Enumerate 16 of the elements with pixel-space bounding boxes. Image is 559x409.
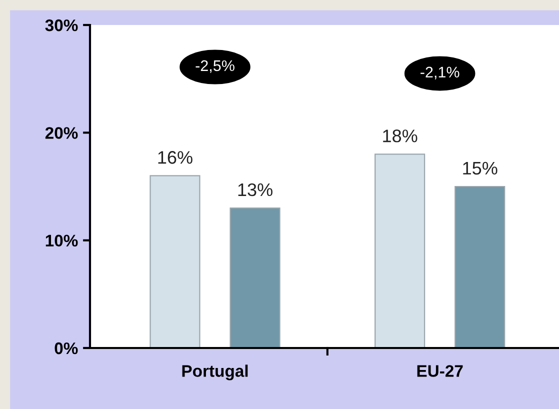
bar (454, 186, 506, 348)
y-tick-label: 10% (46, 234, 78, 247)
data-label: 15% (463, 162, 498, 175)
data-label: 16% (158, 151, 192, 164)
data-label: 18% (383, 130, 418, 142)
annotation: -2,1% (420, 66, 460, 80)
annotation: -2,5% (196, 60, 234, 73)
bar (150, 175, 200, 348)
x-tick-label: EU-27 (417, 365, 463, 377)
data-label: 13% (238, 183, 272, 196)
y-tick-label: 0% (54, 342, 78, 354)
y-tick-label: 30% (45, 19, 78, 32)
bar (230, 207, 280, 348)
y-tick-label: 20% (45, 127, 78, 139)
bar (374, 154, 426, 348)
x-tick-label: Portugal (182, 364, 248, 380)
